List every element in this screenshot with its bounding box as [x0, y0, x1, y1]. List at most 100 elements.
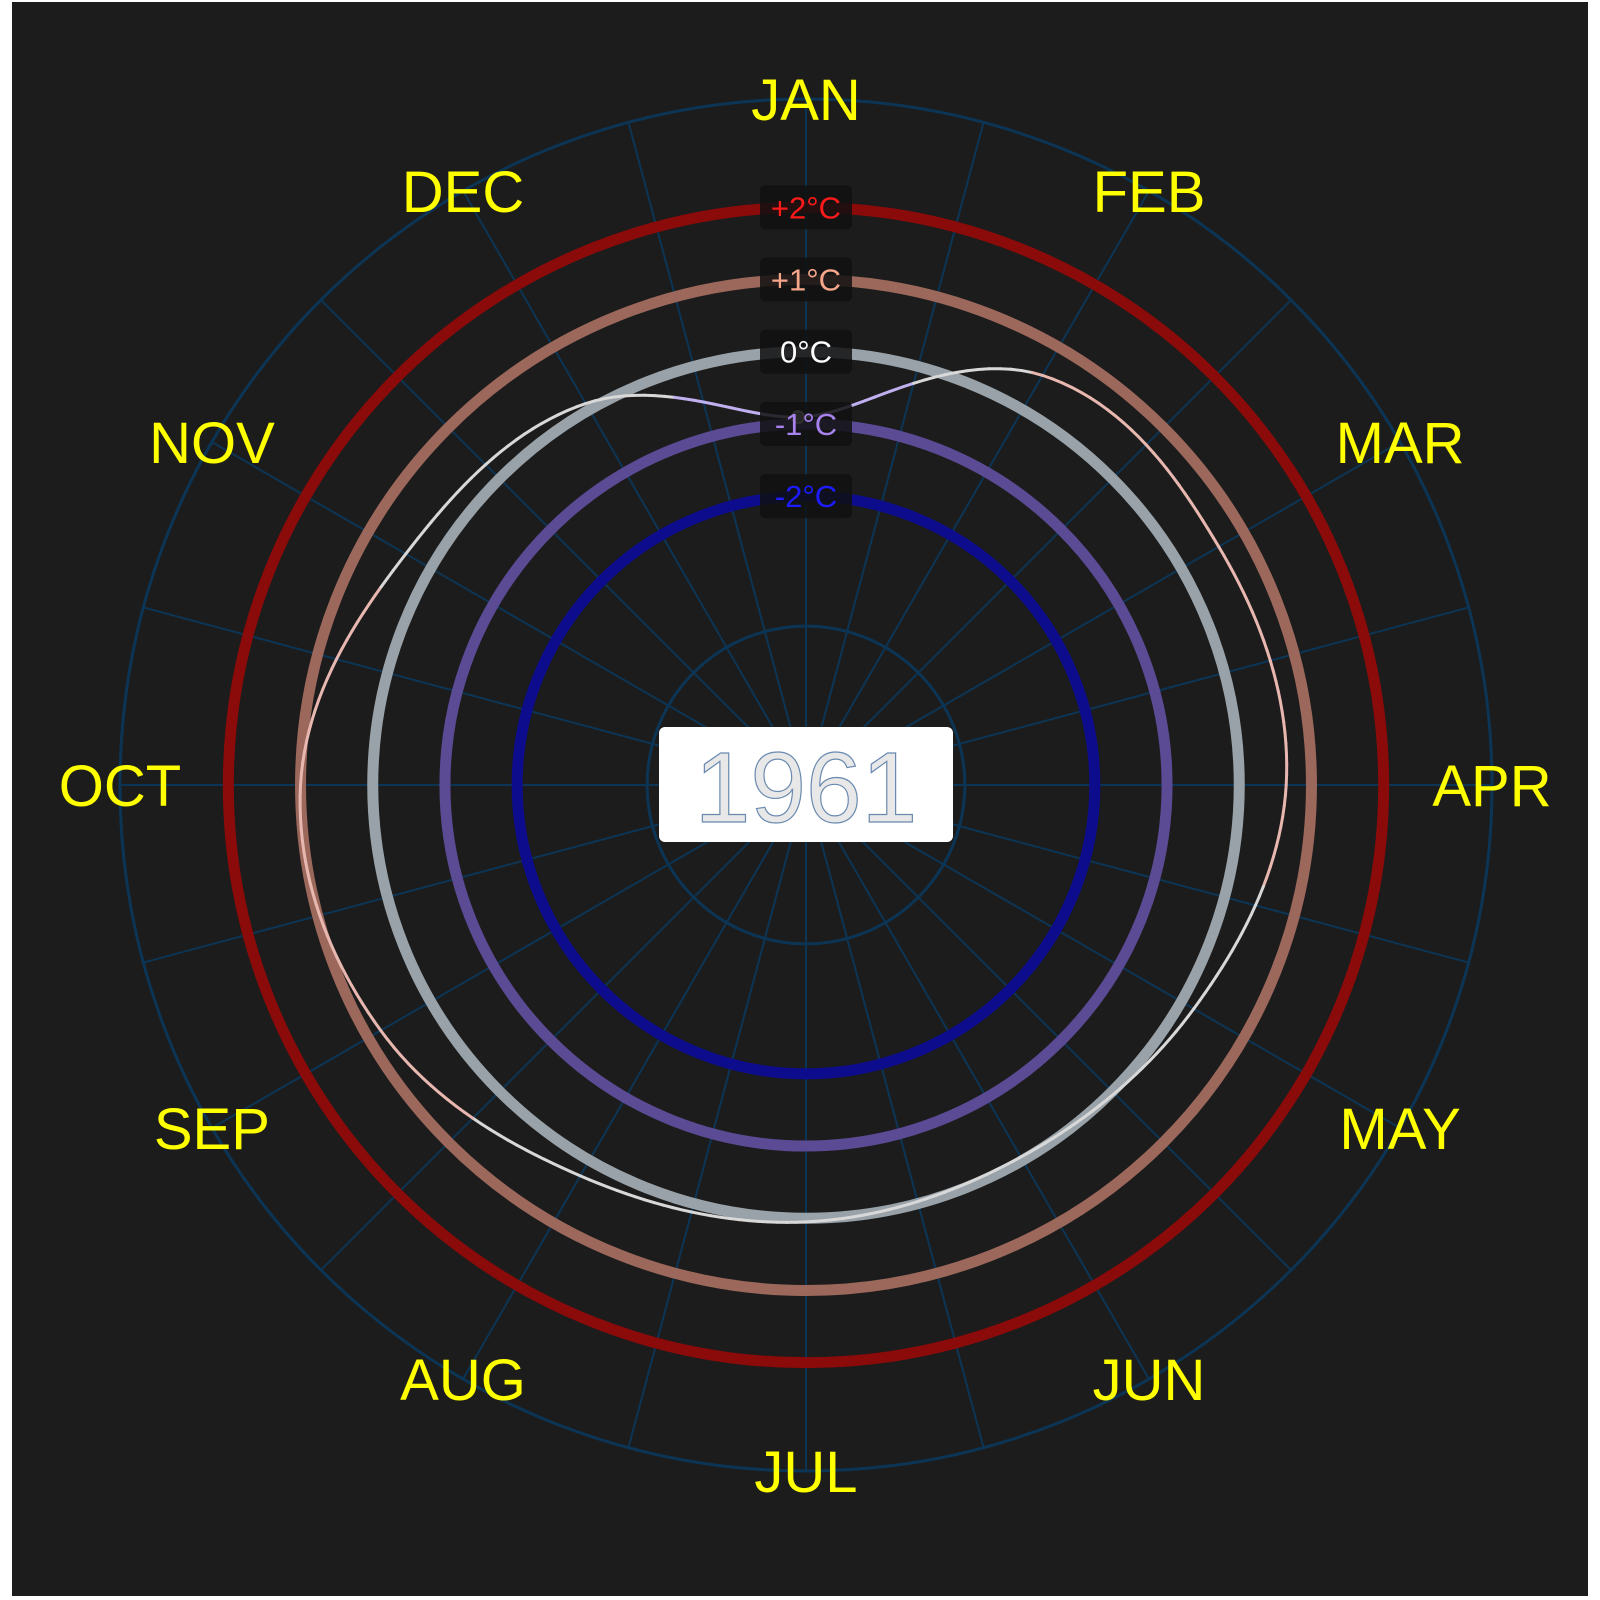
- spiral-segment: [1088, 396, 1101, 405]
- grid-spoke: [805, 299, 1292, 786]
- spiral-segment: [339, 638, 349, 652]
- spiral-segment: [1148, 1052, 1158, 1063]
- spiral-segment: [720, 404, 733, 410]
- spiral-segment: [737, 1218, 751, 1223]
- spiral-segment: [307, 718, 314, 733]
- spiral-segment: [539, 417, 552, 426]
- spiral-segment: [469, 469, 480, 480]
- spiral-segment: [1165, 467, 1175, 479]
- spiral-segment: [1177, 483, 1187, 496]
- spiral-segment: [1027, 1146, 1039, 1155]
- spiral-segment: [1268, 855, 1275, 869]
- spiral-segment: [325, 667, 334, 681]
- anomaly-spiral: [298, 367, 1289, 1224]
- spiral-segment: [484, 456, 495, 467]
- spiral-segment: [1232, 572, 1241, 585]
- spiral-segment: [1227, 563, 1236, 576]
- spiral-segment: [597, 1181, 610, 1189]
- spiral-segment: [1250, 609, 1258, 623]
- spiral-segment: [1265, 865, 1272, 879]
- spiral-segment: [922, 375, 937, 382]
- month-label: SEP: [154, 1097, 270, 1162]
- spiral-segment: [842, 1215, 855, 1220]
- spiral-segment: [1261, 875, 1269, 888]
- spiral-segment: [1277, 825, 1283, 839]
- spiral-segment: [1209, 974, 1218, 987]
- month-label: OCT: [59, 754, 181, 819]
- ring-label: -1°C: [775, 407, 837, 442]
- spiral-segment: [623, 393, 637, 398]
- grid-spoke: [805, 784, 1150, 1380]
- spiral-segment: [1144, 443, 1155, 455]
- spiral-segment: [933, 373, 947, 379]
- spiral-segment: [1211, 536, 1221, 549]
- spiral-segment: [1105, 408, 1118, 418]
- spiral-segment: [1253, 894, 1262, 907]
- spiral-segment: [361, 1002, 370, 1015]
- spiral-segment: [497, 1133, 510, 1142]
- spiral-segment: [1112, 1085, 1124, 1095]
- spiral-segment: [1079, 390, 1092, 400]
- spiral-segment: [912, 378, 926, 385]
- spiral-segment: [942, 1187, 955, 1194]
- spiral-segment: [593, 397, 607, 403]
- spiral-segment: [1114, 414, 1126, 425]
- spiral-segment: [1189, 501, 1199, 513]
- spiral-segment: [998, 367, 1013, 371]
- spiral-segment: [506, 438, 518, 448]
- spiral-segment: [1141, 1059, 1152, 1070]
- spiral-segment: [515, 1143, 528, 1152]
- spiral-segment: [606, 1185, 619, 1192]
- spiral-segment: [613, 394, 627, 399]
- spiral-segment: [603, 395, 617, 401]
- month-labels: JAN FEB MAR APR MAY JUN JUL AUG SEP OCT NOV DEC: [59, 68, 1552, 1505]
- spiral-segment: [1274, 835, 1281, 849]
- spiral-segment: [851, 1213, 865, 1219]
- spiral-segment: [385, 568, 395, 580]
- spiral-segment: [907, 1200, 920, 1206]
- spiral-segment: [663, 394, 676, 399]
- month-label: JUL: [754, 1440, 857, 1505]
- spiral-segment: [1019, 1151, 1031, 1159]
- spiral-segment: [445, 1097, 458, 1108]
- spiral-segment: [310, 707, 317, 722]
- spiral-segment: [882, 388, 896, 396]
- spiral-segment: [471, 1116, 484, 1126]
- spiral-segment: [1151, 451, 1162, 463]
- spiral-segment: [301, 750, 306, 765]
- spiral-segment: [304, 860, 310, 875]
- spiral-segment: [306, 871, 312, 886]
- month-label: FEB: [1093, 160, 1206, 225]
- spiral-segment: [499, 444, 510, 454]
- spiral-segment: [711, 402, 724, 408]
- spiral-segment: [718, 1215, 732, 1221]
- spiral-segment: [1060, 381, 1074, 389]
- spiral-segment: [406, 1062, 418, 1073]
- spiral-segment: [976, 367, 991, 371]
- month-label: MAY: [1339, 1097, 1460, 1162]
- spiral-segment: [671, 1206, 684, 1212]
- spiral-segment: [437, 1091, 449, 1101]
- spiral-segment: [1217, 545, 1226, 558]
- month-label: AUG: [400, 1348, 526, 1413]
- spiral-segment: [454, 1104, 466, 1114]
- spiral-segment: [416, 528, 427, 540]
- spiral-segment: [1030, 371, 1044, 377]
- spiral-segment: [1241, 591, 1250, 604]
- spiral-segment: [302, 849, 308, 864]
- spiral-segment: [709, 1214, 722, 1219]
- grid-spoke: [462, 784, 807, 1380]
- spiral-segment: [823, 1218, 836, 1223]
- spiral-segment: [584, 399, 597, 406]
- spiral-segment: [321, 677, 329, 691]
- spiral-segment: [476, 463, 488, 473]
- spiral-segment: [542, 1157, 555, 1166]
- spiral-segment: [1137, 435, 1148, 447]
- ring-labels: +2°C +1°C 0°C -1°C -2°C: [760, 185, 852, 519]
- spiral-segment: [901, 381, 916, 389]
- spiral-segment: [299, 827, 304, 842]
- spiral-segment: [872, 392, 886, 399]
- spiral-segment: [391, 560, 402, 572]
- spiral-segment: [1245, 913, 1253, 926]
- spiral-segment: [672, 395, 686, 401]
